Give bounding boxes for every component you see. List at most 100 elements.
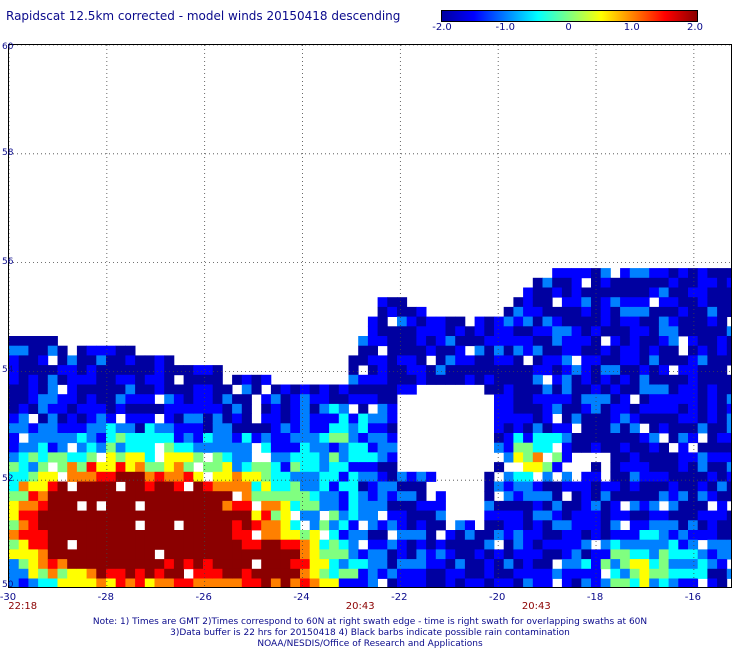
wind-cell: [397, 559, 408, 570]
wind-cell: [416, 336, 427, 347]
wind-cell: [610, 442, 621, 453]
wind-cell: [717, 530, 728, 541]
wind-cell: [212, 403, 223, 414]
wind-cell: [144, 433, 155, 444]
wind-cell: [532, 403, 543, 414]
wind-cell: [639, 452, 650, 463]
wind-cell: [280, 471, 291, 482]
wind-cell: [445, 568, 456, 579]
wind-cell: [581, 481, 592, 492]
wind-cell: [552, 433, 563, 444]
wind-cell: [513, 549, 524, 560]
wind-cell: [338, 442, 349, 453]
wind-cell: [397, 530, 408, 541]
wind-cell: [688, 374, 699, 385]
wind-cell: [18, 403, 29, 414]
wind-cell: [96, 530, 107, 541]
wind-cell: [561, 481, 572, 492]
wind-cell: [474, 326, 485, 337]
wind-cell: [18, 500, 29, 511]
wind-cell: [503, 491, 514, 502]
wind-cell: [639, 491, 650, 502]
wind-cell: [707, 442, 718, 453]
wind-cell: [144, 578, 155, 587]
wind-cell: [241, 559, 252, 570]
wind-cell: [28, 423, 39, 434]
wind-cell: [125, 433, 136, 444]
wind-cell: [57, 568, 68, 579]
wind-cell: [261, 520, 272, 531]
wind-cell: [164, 530, 175, 541]
wind-cell: [591, 413, 602, 424]
wind-cell: [144, 491, 155, 502]
wind-cell: [212, 491, 223, 502]
wind-cell: [309, 549, 320, 560]
wind-cell: [300, 539, 311, 550]
wind-cell: [367, 559, 378, 570]
wind-cell: [173, 568, 184, 579]
wind-cell: [86, 530, 97, 541]
wind-cell: [591, 287, 602, 298]
lat-label: 52: [2, 474, 14, 485]
wind-cell: [28, 355, 39, 366]
wind-cell: [193, 442, 204, 453]
wind-cell: [367, 394, 378, 405]
wind-cell: [610, 423, 621, 434]
wind-cell: [38, 384, 49, 395]
wind-cell: [96, 491, 107, 502]
wind-cell: [203, 413, 214, 424]
wind-cell: [164, 500, 175, 511]
wind-cell: [571, 394, 582, 405]
wind-cell: [358, 336, 369, 347]
wind-cell: [532, 365, 543, 376]
wind-cell: [67, 578, 78, 587]
wind-cell: [280, 559, 291, 570]
wind-cell: [649, 365, 660, 376]
wind-cell: [610, 578, 621, 587]
wind-cell: [513, 413, 524, 424]
wind-cell: [86, 471, 97, 482]
wind-cell: [290, 530, 301, 541]
wind-cell: [629, 403, 640, 414]
wind-cell: [513, 306, 524, 317]
wind-cell: [125, 510, 136, 521]
wind-cell: [639, 374, 650, 385]
wind-cell: [678, 423, 689, 434]
wind-cell: [251, 433, 262, 444]
wind-cell: [270, 578, 281, 587]
wind-cell: [455, 326, 466, 337]
wind-cell: [232, 394, 243, 405]
wind-cell: [464, 374, 475, 385]
wind-cell: [86, 481, 97, 492]
wind-cell: [707, 403, 718, 414]
wind-cell: [144, 539, 155, 550]
wind-cell: [513, 345, 524, 356]
wind-cell: [222, 549, 233, 560]
lat-label: 54: [2, 365, 14, 376]
wind-cell: [270, 481, 281, 492]
wind-cell: [367, 336, 378, 347]
wind-cell: [726, 549, 731, 560]
wind-cell: [426, 520, 437, 531]
wind-cell: [338, 423, 349, 434]
wind-cell: [406, 306, 417, 317]
wind-cell: [106, 471, 117, 482]
wind-cell: [261, 481, 272, 492]
wind-cell: [135, 423, 146, 434]
wind-cell: [406, 374, 417, 385]
wind-cell: [726, 336, 731, 347]
wind-cell: [125, 345, 136, 356]
wind-cell: [435, 326, 446, 337]
wind-cell: [309, 423, 320, 434]
wind-cell: [173, 413, 184, 424]
wind-cell: [416, 355, 427, 366]
wind-cell: [552, 287, 563, 298]
wind-cell: [18, 539, 29, 550]
wind-cell: [106, 355, 117, 366]
wind-cell: [193, 530, 204, 541]
wind-cell: [620, 374, 631, 385]
wind-cell: [639, 287, 650, 298]
wind-cell: [173, 559, 184, 570]
wind-cell: [183, 462, 194, 473]
wind-cell: [552, 491, 563, 502]
